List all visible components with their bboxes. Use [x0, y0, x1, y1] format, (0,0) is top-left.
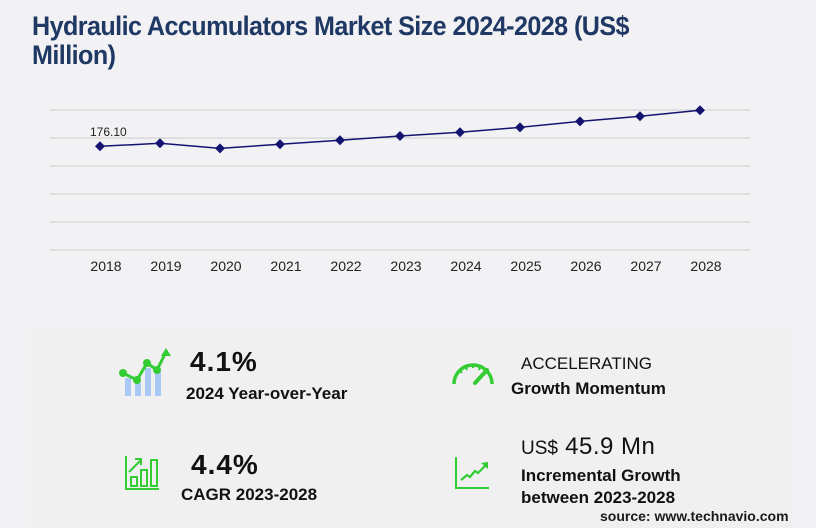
- yoy-label: 2024 Year-over-Year: [186, 384, 348, 403]
- data-point-marker: [455, 127, 465, 138]
- x-tick-label: 2020: [210, 258, 241, 274]
- stats-panel: [31, 329, 792, 528]
- x-tick-label: 2023: [390, 258, 421, 274]
- gridlines: [50, 109, 750, 251]
- data-point-marker: [695, 105, 705, 116]
- bar-chart-arrow-icon: [125, 456, 159, 490]
- x-tick-label: 2024: [450, 258, 481, 274]
- incremental-amount: 45.9 Mn: [565, 433, 656, 460]
- x-tick-label: 2027: [630, 258, 661, 274]
- data-point-marker: [635, 111, 645, 122]
- momentum-label: Growth Momentum: [511, 379, 666, 398]
- speedometer-icon: [452, 363, 494, 385]
- cagr-value: 4.4%: [191, 449, 259, 480]
- data-point-marker: [215, 143, 225, 154]
- yoy-value: 4.1%: [190, 346, 258, 377]
- line-chart: 2018 2019 2020 2021 2022 2023 2024 2025 2026 2027…: [50, 105, 750, 274]
- growth-chart-icon: [119, 348, 171, 396]
- trend-line-icon: [455, 457, 489, 489]
- source-note: source: www.technavio.com: [600, 508, 789, 524]
- incremental-value: US$ 45.9 Mn: [521, 433, 655, 461]
- x-tick-label: 2026: [570, 258, 601, 274]
- x-tick-label: 2018: [90, 258, 121, 274]
- x-tick-label: 2021: [270, 258, 301, 274]
- cagr-label: CAGR 2023-2028: [181, 485, 318, 504]
- data-label-2018: 176.10: [90, 125, 127, 139]
- data-point-marker: [395, 130, 405, 141]
- data-point-marker: [155, 138, 165, 149]
- x-tick-label: 2019: [150, 258, 181, 274]
- x-tick-label: 2022: [330, 258, 361, 274]
- x-axis-labels: 2018 2019 2020 2021 2022 2023 2024 2025 2026 2027…: [90, 258, 721, 274]
- momentum-value: ACCELERATING: [521, 354, 652, 373]
- data-points: [95, 105, 705, 154]
- data-point-marker: [95, 141, 105, 152]
- incremental-label-line1: Incremental Growth: [521, 466, 681, 485]
- data-point-marker: [275, 139, 285, 150]
- data-point-marker: [335, 135, 345, 146]
- x-tick-label: 2028: [690, 258, 721, 274]
- currency-label: US$: [521, 438, 558, 459]
- chart-title: Hydraulic Accumulators Market Size 2024-…: [32, 11, 630, 70]
- data-point-marker: [515, 122, 525, 133]
- incremental-label-line2: between 2023-2028: [521, 488, 676, 507]
- x-tick-label: 2025: [510, 258, 541, 274]
- series-line: [99, 109, 701, 150]
- data-point-marker: [575, 116, 585, 127]
